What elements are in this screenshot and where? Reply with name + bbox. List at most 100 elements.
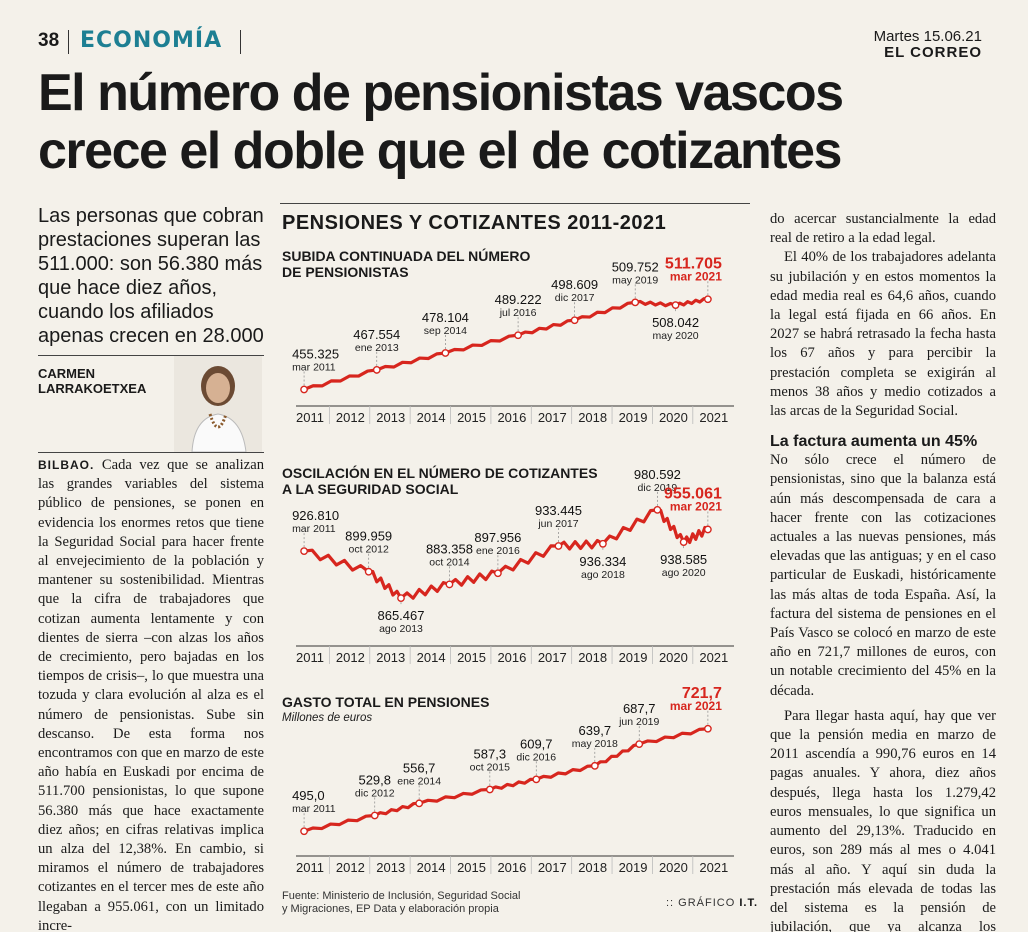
article-column-right: do acercar sustancialmente la edad real … (770, 210, 996, 932)
data-value-label: 955.061 (664, 485, 722, 502)
data-date-label: ene 2013 (355, 342, 399, 354)
data-point (364, 567, 373, 576)
article-column-left: BILBAO. Cada vez que se analizan las gra… (38, 456, 264, 932)
data-point (598, 539, 607, 548)
article-paragraph: No sólo crece el número de pensionistas,… (770, 452, 996, 699)
series-line (303, 727, 709, 833)
data-value-label: 498.609 (551, 277, 598, 292)
data-point (300, 827, 308, 836)
x-tick-label: 2013 (376, 650, 405, 665)
x-tick-label: 2017 (538, 860, 567, 875)
data-point (703, 525, 712, 534)
data-date-label: ago 2018 (581, 569, 625, 581)
x-tick-label: 2014 (417, 410, 446, 425)
x-tick-label: 2011 (296, 410, 324, 425)
data-point (679, 538, 688, 546)
credit-prefix: GRÁFICO (678, 897, 736, 909)
article-paragraph: do acercar sustancialmente la edad real … (770, 211, 996, 247)
pensioners-line-chart: 2011 2012 2013 2014 2015 2016 2017 2018 2019 2020… (292, 255, 734, 425)
divider (38, 452, 264, 453)
author-byline: CARMEN LARRAKOETXEA (38, 366, 146, 396)
headline-line: El número de pensionistas vascos (38, 64, 844, 122)
article-text: Cada vez que se analizan las grandes var… (38, 457, 264, 932)
author-photo (174, 356, 262, 452)
data-value-label: 511.705 (665, 255, 722, 272)
spending-line-chart: 2011 2012 2013 2014 2015 2016 2017 2018 2019 2020… (292, 685, 734, 875)
x-tick-label: 2018 (578, 860, 607, 875)
divider (38, 355, 264, 356)
x-tick-label: 2015 (457, 410, 486, 425)
graphic-credit: :: GRÁFICO I.T. (666, 897, 759, 909)
data-date-label: may 2018 (572, 738, 618, 750)
data-value-label: 936.334 (579, 554, 626, 569)
data-date-label: dic 2012 (355, 787, 395, 799)
newspaper-name: EL CORREO (884, 44, 982, 61)
data-point (441, 349, 450, 357)
data-value-label: 933.445 (535, 503, 582, 518)
data-date-label: dic 2019 (638, 482, 678, 494)
data-point (703, 295, 712, 304)
data-date-label: mar 2021 (670, 499, 722, 513)
x-tick-label: 2011 (296, 650, 324, 665)
x-tick-label: 2014 (417, 860, 446, 875)
page-number: 38 (38, 30, 60, 51)
series-line (303, 508, 709, 600)
data-point (590, 761, 599, 770)
subheadline: Las personas que cobran prestaciones sup… (38, 205, 264, 347)
data-point (372, 366, 381, 374)
data-date-label: mar 2011 (292, 523, 336, 535)
x-tick-label: 2020 (659, 650, 688, 665)
data-value-label: 980.592 (634, 467, 681, 482)
data-point (703, 724, 712, 733)
contributors-line-chart: 2011 2012 2013 2014 2015 2016 2017 2018 2019 2020… (292, 467, 734, 665)
x-tick-label: 2012 (336, 650, 365, 665)
x-tick-label: 2021 (699, 410, 728, 425)
data-value-label: 467.554 (353, 327, 400, 342)
graphic-source: Fuente: Ministerio de Inclusión, Segurid… (282, 890, 520, 916)
x-tick-label: 2017 (538, 650, 567, 665)
data-value-label: 639,7 (579, 723, 612, 738)
data-date-label: mar 2021 (670, 699, 722, 713)
data-point (631, 298, 640, 307)
x-tick-label: 2020 (659, 410, 688, 425)
x-tick-label: 2018 (578, 650, 607, 665)
data-point (300, 385, 308, 394)
data-date-label: jul 2016 (499, 307, 537, 319)
data-value-label: 899.959 (345, 529, 392, 544)
data-date-label: dic 2017 (555, 292, 595, 304)
x-tick-label: 2016 (497, 860, 526, 875)
data-point (445, 580, 454, 589)
headline: El número de pensionistas vascos crece e… (38, 64, 998, 180)
x-tick-label: 2013 (376, 860, 405, 875)
data-date-label: ene 2014 (397, 775, 441, 787)
data-value-label: 897.956 (474, 530, 521, 545)
data-value-label: 509.752 (612, 259, 659, 274)
article-paragraph: El 40% de los trabajadores adelanta su j… (770, 249, 996, 420)
data-date-label: ago 2013 (379, 623, 423, 635)
data-date-label: mar 2011 (292, 803, 336, 815)
credit-name: I.T. (739, 897, 759, 909)
data-value-label: 687,7 (623, 701, 656, 716)
graphic-title: PENSIONES Y COTIZANTES 2011-2021 (282, 212, 667, 234)
data-point (485, 785, 494, 794)
data-value-label: 508.042 (652, 315, 699, 330)
x-tick-label: 2014 (417, 650, 446, 665)
data-date-label: may 2019 (612, 274, 658, 286)
data-date-label: mar 2011 (292, 361, 336, 373)
section-name: ECONOMÍA (80, 28, 223, 53)
x-tick-label: 2017 (538, 410, 567, 425)
chart-subtitle-spending: Millones de euros (282, 712, 373, 724)
chart-title-contributors: OSCILACIÓN EN EL NÚMERO DE COTIZANTES A … (282, 465, 598, 497)
data-date-label: sep 2014 (424, 325, 467, 337)
data-value-label: 556,7 (403, 760, 436, 775)
x-tick-label: 2019 (619, 860, 648, 875)
data-value-label: 478.104 (422, 310, 469, 325)
chart-title-pensioners: SUBIDA CONTINUADA DEL NÚMERO DE PENSIONI… (282, 248, 531, 280)
series-line (303, 297, 709, 391)
x-tick-label: 2016 (497, 410, 526, 425)
data-value-label: 883.358 (426, 541, 473, 556)
data-date-label: ene 2016 (476, 545, 520, 557)
data-point (370, 811, 379, 820)
data-date-label: may 2020 (653, 330, 699, 342)
article-paragraph: Para llegar hasta aquí, hay que ver que … (770, 707, 996, 932)
